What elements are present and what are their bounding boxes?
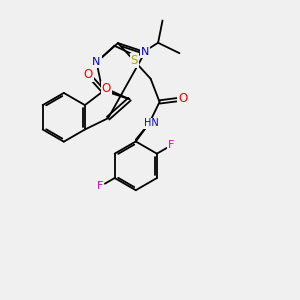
Text: S: S — [130, 54, 138, 68]
Text: O: O — [102, 82, 111, 95]
Text: N: N — [141, 47, 149, 57]
Text: N: N — [92, 57, 101, 67]
Text: F: F — [97, 181, 103, 191]
Text: HN: HN — [144, 118, 159, 128]
Text: F: F — [168, 140, 175, 150]
Text: O: O — [83, 68, 93, 81]
Text: O: O — [178, 92, 188, 106]
